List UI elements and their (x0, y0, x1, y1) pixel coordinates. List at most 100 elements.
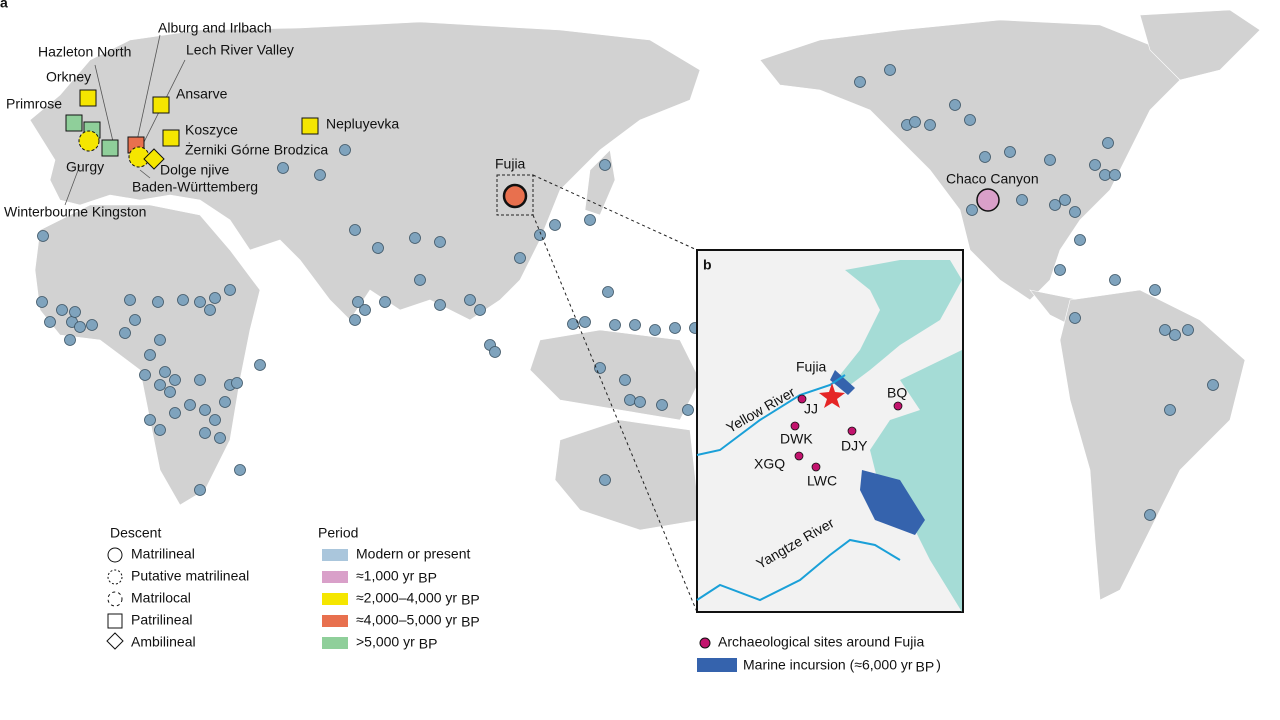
population-dot (594, 362, 606, 374)
legend-item: Archaeological sites around Fujia (718, 634, 924, 650)
population-dot (159, 366, 171, 378)
site-marker (162, 129, 180, 147)
sea-bohai (840, 260, 962, 385)
legend-symbol (107, 613, 123, 629)
site-label: Hazleton North (38, 44, 131, 60)
population-dot (964, 114, 976, 126)
population-dot (534, 229, 546, 241)
population-dot (434, 236, 446, 248)
legend-swatch (322, 549, 348, 561)
legend-item: Ambilineal (131, 634, 196, 650)
population-dot (669, 322, 681, 334)
population-dot (909, 116, 921, 128)
population-dot (599, 474, 611, 486)
legend-item: ≈4,000–5,000 yr (356, 612, 457, 628)
population-dot (169, 374, 181, 386)
population-dot (36, 296, 48, 308)
population-dot (434, 299, 446, 311)
population-dot (224, 284, 236, 296)
population-dot (884, 64, 896, 76)
population-dot (154, 379, 166, 391)
population-dot (464, 294, 476, 306)
population-dot (184, 399, 196, 411)
site-label: Nepluyevka (326, 116, 399, 132)
population-dot (214, 432, 226, 444)
site-dot (847, 426, 857, 436)
population-dot (979, 151, 991, 163)
population-dot (339, 144, 351, 156)
site-label: JJ (804, 401, 818, 417)
population-dot (44, 316, 56, 328)
legend-item: Putative matrilineal (131, 568, 249, 584)
land-sea-asia (529, 329, 701, 421)
population-dot (1149, 284, 1161, 296)
population-dot (1049, 199, 1061, 211)
legend-swatch (322, 593, 348, 605)
population-dot (144, 414, 156, 426)
site-label: Fujia (495, 156, 526, 172)
inset-map (696, 249, 964, 672)
population-dot (1044, 154, 1056, 166)
legend-unit: BP (916, 659, 935, 675)
site-label: Baden-Württemberg (132, 179, 258, 195)
legend-item: ≈2,000–4,000 yr (356, 590, 457, 606)
population-dot (1109, 169, 1121, 181)
leader-line (134, 34, 161, 151)
site-label: Koszyce (185, 122, 238, 138)
population-dot (1169, 329, 1181, 341)
legend-item: Matrilineal (131, 546, 195, 562)
population-dot (924, 119, 936, 131)
legend-item: Modern or present (356, 546, 471, 562)
legend-unit: BP (418, 570, 437, 586)
population-dot (619, 374, 631, 386)
population-dot (254, 359, 266, 371)
population-dot (489, 346, 501, 358)
site-marker (65, 114, 83, 132)
legend-unit: BP (419, 636, 438, 652)
site-label: DWK (780, 431, 813, 447)
population-dot (199, 427, 211, 439)
site-label: Gurgy (66, 159, 104, 175)
population-dot (129, 314, 141, 326)
population-dot (567, 318, 579, 330)
population-dot (154, 334, 166, 346)
legend-item: Patrilineal (131, 612, 192, 628)
population-dot (231, 377, 243, 389)
population-dot (194, 296, 206, 308)
population-dot (277, 162, 289, 174)
population-dot (199, 404, 211, 416)
population-dot (139, 369, 151, 381)
population-dot (56, 304, 68, 316)
population-dot (209, 292, 221, 304)
legend-symbol (107, 547, 123, 563)
legend-item: Marine incursion (≈6,000 yr (743, 657, 913, 673)
legend-symbols (106, 547, 348, 650)
population-dot (69, 306, 81, 318)
site-label: Ansarve (176, 86, 228, 102)
population-dot (1109, 274, 1121, 286)
population-dot (152, 296, 164, 308)
population-dot (154, 424, 166, 436)
site-marker (301, 117, 319, 135)
population-dots (36, 64, 1219, 521)
population-dot (649, 324, 661, 336)
population-dot (359, 304, 371, 316)
population-dot (1016, 194, 1028, 206)
site-marker (976, 188, 1000, 212)
population-dot (1182, 324, 1194, 336)
site-marker (143, 148, 165, 170)
population-dot (119, 327, 131, 339)
population-dot (629, 319, 641, 331)
legend-title: Descent (110, 525, 161, 541)
population-dot (352, 296, 364, 308)
population-dot (579, 316, 591, 328)
legend-incursion-swatch (697, 658, 737, 672)
yellow-river (696, 374, 846, 456)
site-label: Winterbourne Kingston (4, 204, 146, 220)
land-south-america (1059, 289, 1246, 601)
population-dot (966, 204, 978, 216)
world-map (29, 9, 1261, 601)
population-dot (64, 334, 76, 346)
population-dot (209, 414, 221, 426)
